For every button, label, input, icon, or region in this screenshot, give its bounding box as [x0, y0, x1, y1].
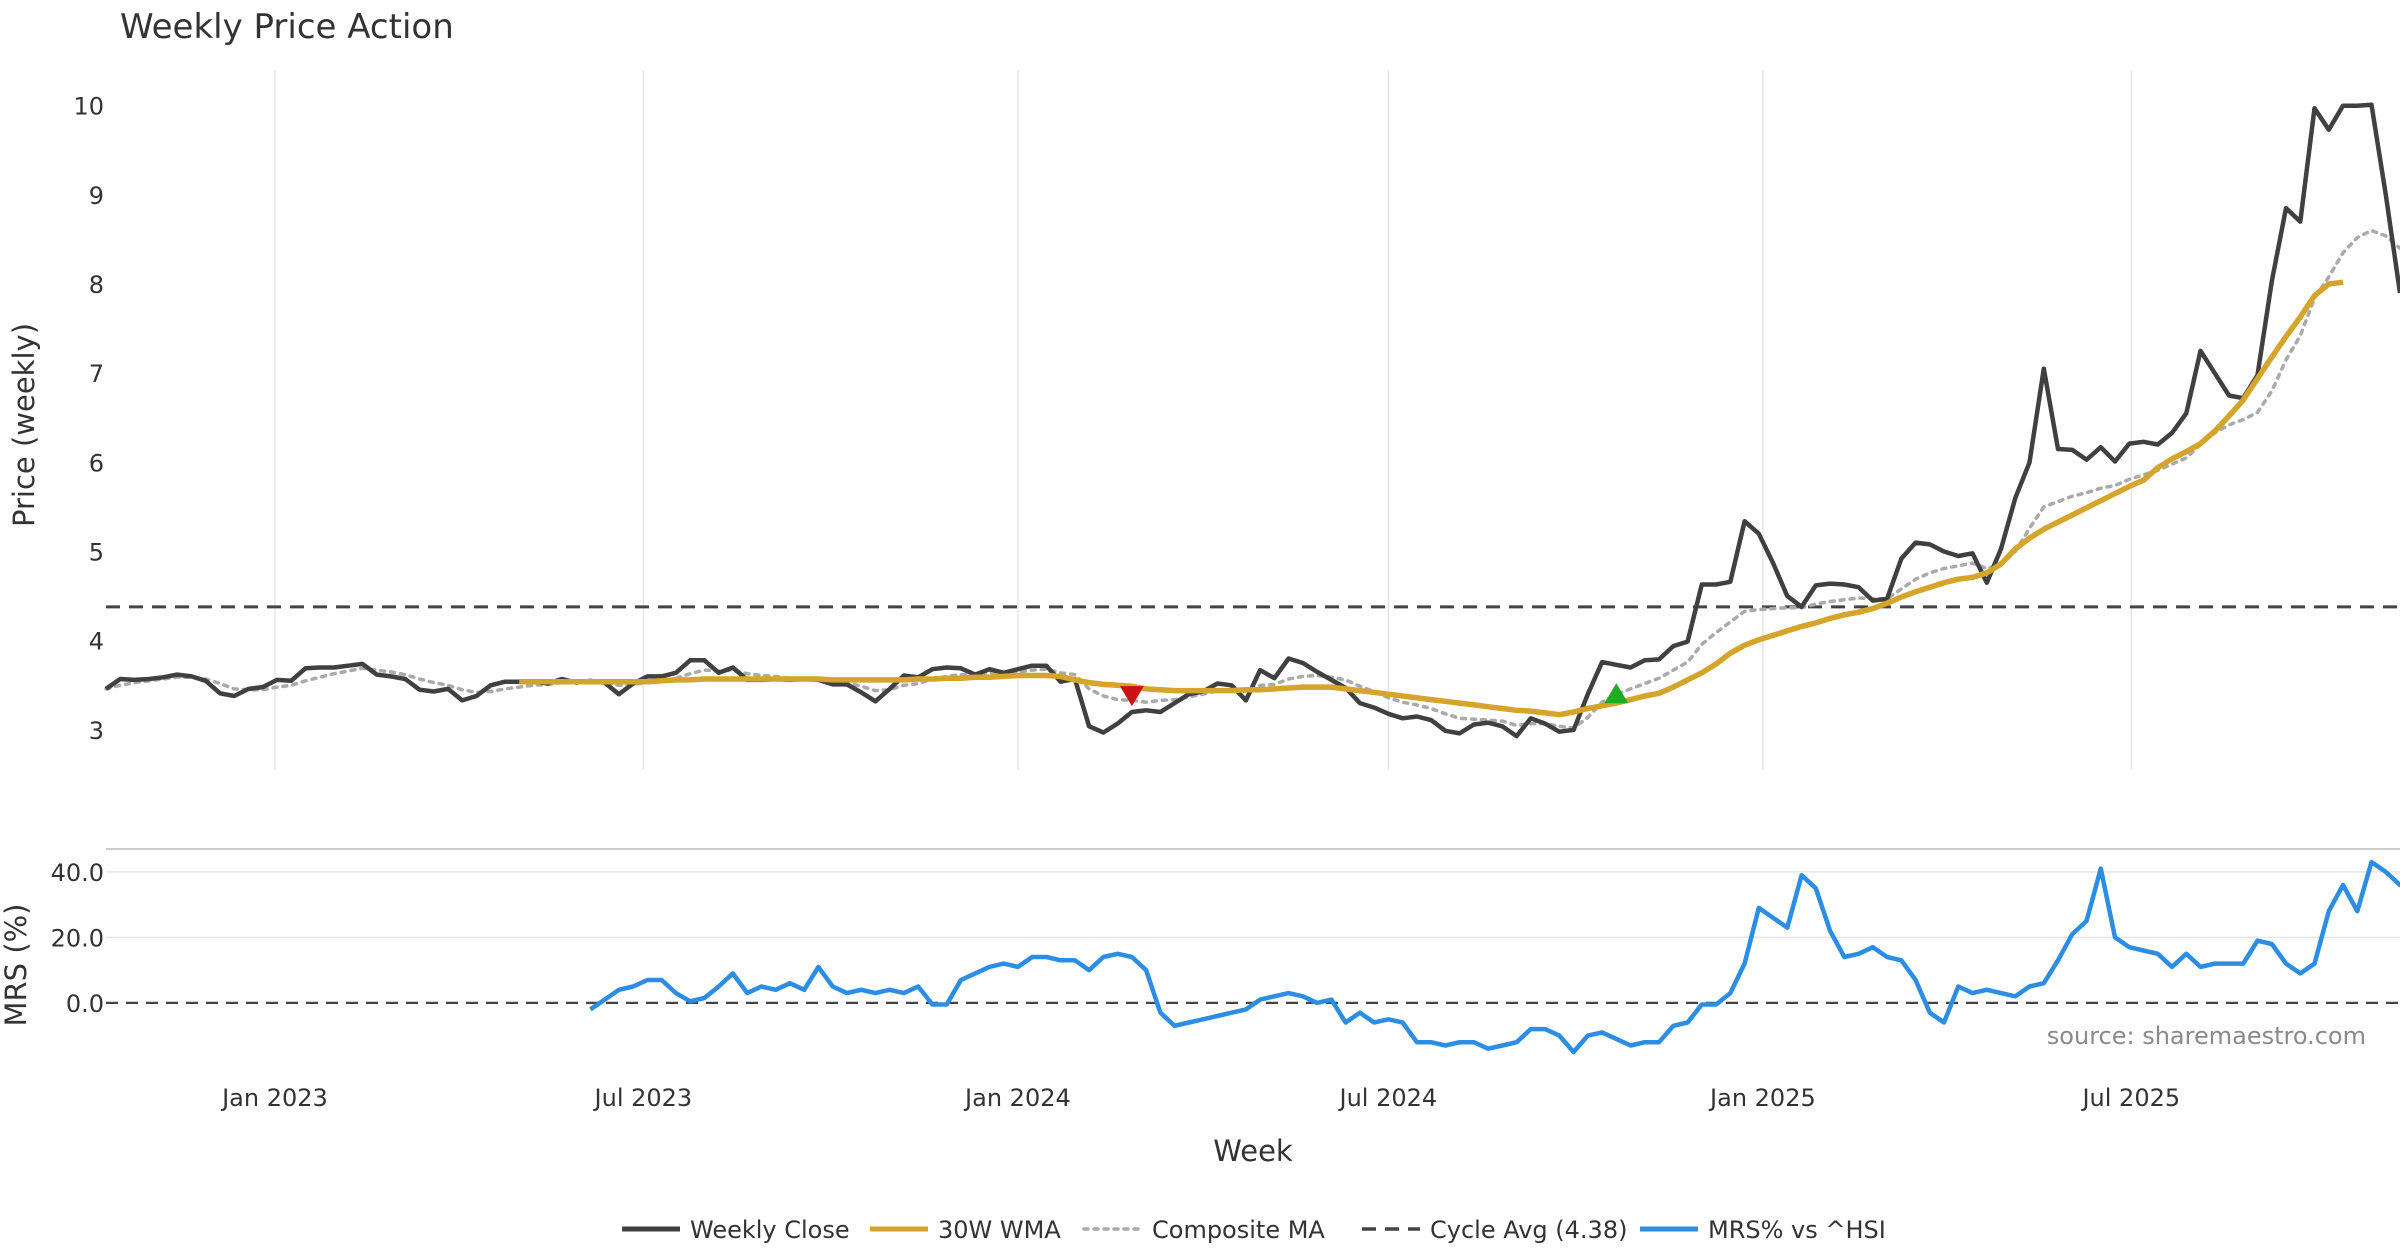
source-note: source: sharemaestro.com	[2047, 1022, 2366, 1050]
price-y-tick-label: 5	[89, 539, 104, 567]
price-y-tick-label: 3	[89, 717, 104, 745]
price-y-tick-label: 8	[89, 271, 104, 299]
mrs-y-tick-label: 20.0	[51, 924, 104, 952]
x-tick-label: Jan 2024	[963, 1084, 1071, 1112]
sell-signal-marker	[1119, 686, 1144, 707]
mrs-y-tick-label: 0.0	[66, 990, 104, 1018]
legend-label: Weekly Close	[690, 1216, 850, 1244]
price-y-tick-label: 6	[89, 449, 104, 477]
price-y-tick-label: 10	[73, 93, 104, 121]
legend-label: Composite MA	[1152, 1216, 1325, 1244]
price-y-axis-label: Price (weekly)	[7, 323, 41, 527]
weekly-close-line	[104, 102, 2400, 739]
x-axis-label: Week	[1213, 1134, 1293, 1168]
legend-label: 30W WMA	[938, 1216, 1061, 1244]
legend-label: Cycle Avg (4.38)	[1430, 1216, 1627, 1244]
x-tick-label: Jul 2024	[1338, 1084, 1438, 1112]
mrs-y-tick-label: 40.0	[51, 859, 104, 887]
composite-ma-line	[104, 228, 2400, 730]
price-y-tick-label: 4	[89, 628, 104, 656]
price-plot-area	[104, 102, 2400, 739]
price-y-tick-label: 7	[89, 360, 104, 388]
x-axis: Jan 2023 Jul 2023 Jan 2024 Jul 2024 Jan 2025…	[220, 1084, 2180, 1112]
chart-title: Weekly Price Action	[120, 7, 454, 47]
price-gridlines	[274, 70, 2133, 770]
legend: Weekly Close 30W WMA Composite MA Cycle Avg…	[622, 1216, 1886, 1244]
mrs-y-axis: 0.0 20.0 40.0	[51, 859, 104, 1018]
buy-signal-marker	[1604, 683, 1629, 704]
mrs-line	[589, 859, 2400, 1055]
legend-label: MRS% vs ^HSI	[1708, 1216, 1886, 1244]
mrs-y-axis-label: MRS (%)	[0, 904, 33, 1027]
wma-30w-line	[519, 279, 2344, 718]
mrs-plot-area	[589, 859, 2400, 1055]
x-tick-label: Jul 2023	[593, 1084, 693, 1112]
signal-markers	[1119, 683, 1629, 707]
x-tick-label: Jul 2025	[2080, 1084, 2180, 1112]
x-tick-label: Jan 2023	[220, 1084, 328, 1112]
price-y-tick-label: 9	[89, 182, 104, 210]
mrs-gridlines	[106, 871, 2400, 1004]
price-y-axis: 3 4 5 6 7 8 9 10	[73, 93, 104, 745]
x-tick-label: Jan 2025	[1708, 1084, 1816, 1112]
